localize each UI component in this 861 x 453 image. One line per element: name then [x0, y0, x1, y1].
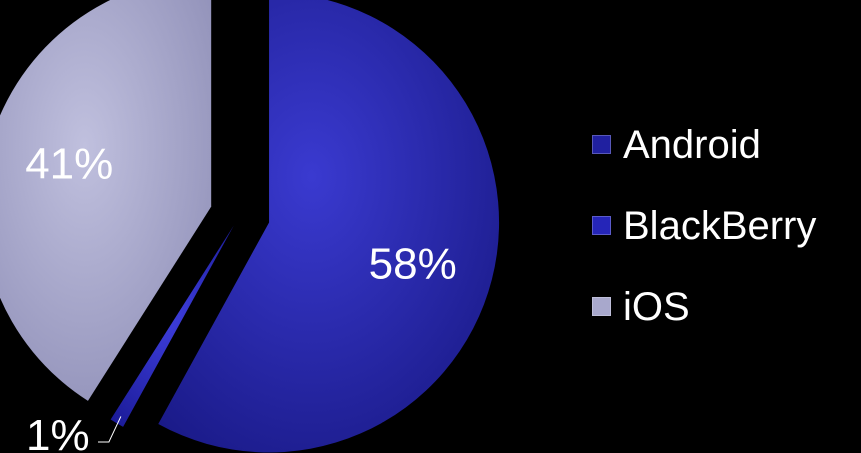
legend-label-ios: iOS	[623, 284, 690, 329]
data-label-ios: 41%	[25, 139, 113, 188]
legend-swatch-android	[592, 135, 611, 154]
legend-label-blackberry: BlackBerry	[623, 203, 817, 248]
legend-item-ios: iOS	[592, 266, 857, 347]
pie-slice-android	[158, 0, 500, 453]
legend-item-android: Android	[592, 104, 857, 185]
leader-line-blackberry	[98, 416, 122, 443]
pie-slice-ios	[0, 0, 212, 401]
chart-legend: Android BlackBerry iOS	[592, 104, 857, 347]
legend-item-blackberry: BlackBerry	[592, 185, 857, 266]
legend-label-android: Android	[623, 122, 761, 167]
data-label-android: 58%	[369, 239, 457, 288]
pie-slice-blackberry	[110, 225, 234, 427]
pie-slices	[0, 0, 500, 453]
data-label-blackberry: 1%	[26, 411, 90, 453]
pie-data-labels: 58% 1% 41%	[25, 139, 457, 453]
legend-swatch-blackberry	[592, 216, 611, 235]
legend-swatch-ios	[592, 297, 611, 316]
